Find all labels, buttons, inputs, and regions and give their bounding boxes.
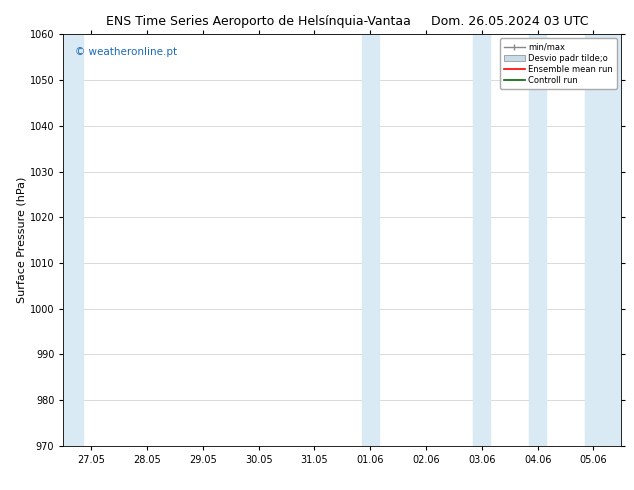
Bar [585, 34, 621, 446]
Text: Dom. 26.05.2024 03 UTC: Dom. 26.05.2024 03 UTC [431, 15, 588, 28]
Y-axis label: Surface Pressure (hPa): Surface Pressure (hPa) [17, 177, 27, 303]
Bar [362, 34, 378, 446]
Bar [474, 34, 490, 446]
Bar [529, 34, 546, 446]
Bar [63, 34, 83, 446]
Text: © weatheronline.pt: © weatheronline.pt [75, 47, 177, 57]
Text: ENS Time Series Aeroporto de Helsínquia-Vantaa: ENS Time Series Aeroporto de Helsínquia-… [107, 15, 411, 28]
Legend: min/max, Desvio padr tilde;o, Ensemble mean run, Controll run: min/max, Desvio padr tilde;o, Ensemble m… [500, 39, 617, 89]
